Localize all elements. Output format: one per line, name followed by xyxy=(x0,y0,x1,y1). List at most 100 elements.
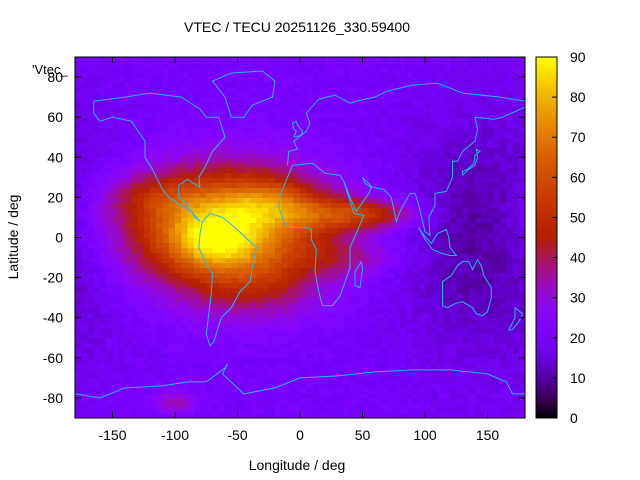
heatmap-cell xyxy=(462,182,470,188)
heatmap-cell xyxy=(193,287,201,294)
heatmap-cell xyxy=(456,297,464,304)
heatmap-cell xyxy=(381,282,389,289)
heatmap-cell xyxy=(437,397,445,404)
heatmap-cell xyxy=(106,112,114,118)
heatmap-cell xyxy=(300,237,307,244)
heatmap-cell xyxy=(325,87,332,93)
heatmap-cell xyxy=(281,122,289,128)
heatmap-cell xyxy=(87,197,95,203)
heatmap-cell xyxy=(256,317,264,324)
heatmap-cell xyxy=(406,377,414,384)
heatmap-cell xyxy=(143,227,151,234)
heatmap-cell xyxy=(293,102,301,108)
heatmap-cell xyxy=(450,202,457,209)
heatmap-cell xyxy=(287,247,295,254)
heatmap-cell xyxy=(306,392,314,399)
heatmap-cell xyxy=(306,97,314,103)
heatmap-cell xyxy=(75,227,82,234)
heatmap-cell xyxy=(93,312,101,319)
heatmap-cell xyxy=(193,407,201,414)
heatmap-cell xyxy=(281,372,289,379)
heatmap-cell xyxy=(93,197,101,203)
heatmap-cell xyxy=(387,407,395,414)
heatmap-cell xyxy=(350,297,357,304)
heatmap-cell xyxy=(412,292,420,299)
heatmap-cell xyxy=(512,392,520,399)
heatmap-cell xyxy=(206,312,214,319)
heatmap-cell xyxy=(75,272,82,279)
heatmap-cell xyxy=(87,407,95,414)
heatmap-cell xyxy=(412,347,420,354)
heatmap-cell xyxy=(112,367,120,374)
heatmap-cell xyxy=(181,387,189,394)
heatmap-cell xyxy=(268,182,276,188)
heatmap-cell xyxy=(475,262,482,269)
heatmap-cell xyxy=(443,172,451,178)
heatmap-cell xyxy=(481,262,489,269)
heatmap-cell xyxy=(312,227,320,234)
heatmap-cell xyxy=(150,317,157,324)
heatmap-cell xyxy=(456,127,464,133)
heatmap-cell xyxy=(400,287,407,294)
heatmap-cell xyxy=(281,202,289,209)
heatmap-cell xyxy=(375,252,382,259)
heatmap-cell xyxy=(400,257,407,264)
heatmap-cell xyxy=(512,112,520,118)
heatmap-cell xyxy=(225,212,232,219)
heatmap-cell xyxy=(475,397,482,404)
heatmap-cell xyxy=(468,312,476,319)
heatmap-cell xyxy=(456,187,464,193)
heatmap-cell xyxy=(193,242,201,249)
heatmap-cell xyxy=(493,342,501,349)
heatmap-cell xyxy=(287,222,295,229)
heatmap-cell xyxy=(475,122,482,128)
heatmap-cell xyxy=(100,122,107,128)
heatmap-cell xyxy=(75,237,82,244)
heatmap-cell xyxy=(187,382,195,389)
heatmap-cell xyxy=(500,247,507,254)
heatmap-cell xyxy=(225,147,232,153)
heatmap-cell xyxy=(187,342,195,349)
heatmap-cell xyxy=(243,277,251,284)
heatmap-cell xyxy=(256,312,264,319)
heatmap-cell xyxy=(456,382,464,389)
heatmap-cell xyxy=(212,127,220,133)
heatmap-cell xyxy=(87,332,95,339)
heatmap-cell xyxy=(375,237,382,244)
heatmap-cell xyxy=(131,267,139,274)
heatmap-cell xyxy=(356,397,364,404)
heatmap-cell xyxy=(375,382,382,389)
heatmap-cell xyxy=(500,137,507,143)
heatmap-cell xyxy=(337,232,345,239)
heatmap-cell xyxy=(225,367,232,374)
heatmap-cell xyxy=(300,187,307,193)
heatmap-cell xyxy=(412,372,420,379)
heatmap-cell xyxy=(218,237,226,244)
heatmap-cell xyxy=(306,337,314,344)
heatmap-cell xyxy=(287,107,295,113)
heatmap-cell xyxy=(456,282,464,289)
heatmap-cell xyxy=(406,352,414,359)
heatmap-cell xyxy=(462,177,470,183)
heatmap-cell xyxy=(243,212,251,219)
heatmap-cell xyxy=(118,162,126,168)
heatmap-cell xyxy=(387,282,395,289)
heatmap-cell xyxy=(293,267,301,274)
heatmap-cell xyxy=(75,122,82,128)
heatmap-cell xyxy=(212,217,220,224)
heatmap-cell xyxy=(112,142,120,148)
heatmap-cell xyxy=(493,352,501,359)
heatmap-cell xyxy=(162,232,170,239)
heatmap-cell xyxy=(81,82,89,88)
heatmap-cell xyxy=(193,157,201,163)
heatmap-cell xyxy=(181,177,189,183)
heatmap-cell xyxy=(187,327,195,334)
heatmap-cell xyxy=(137,372,145,379)
heatmap-cell xyxy=(243,267,251,274)
heatmap-cell xyxy=(468,107,476,113)
heatmap-cell xyxy=(425,302,432,309)
heatmap-cell xyxy=(481,377,489,384)
heatmap-cell xyxy=(118,292,126,299)
heatmap-cell xyxy=(368,172,376,178)
heatmap-cell xyxy=(268,327,276,334)
